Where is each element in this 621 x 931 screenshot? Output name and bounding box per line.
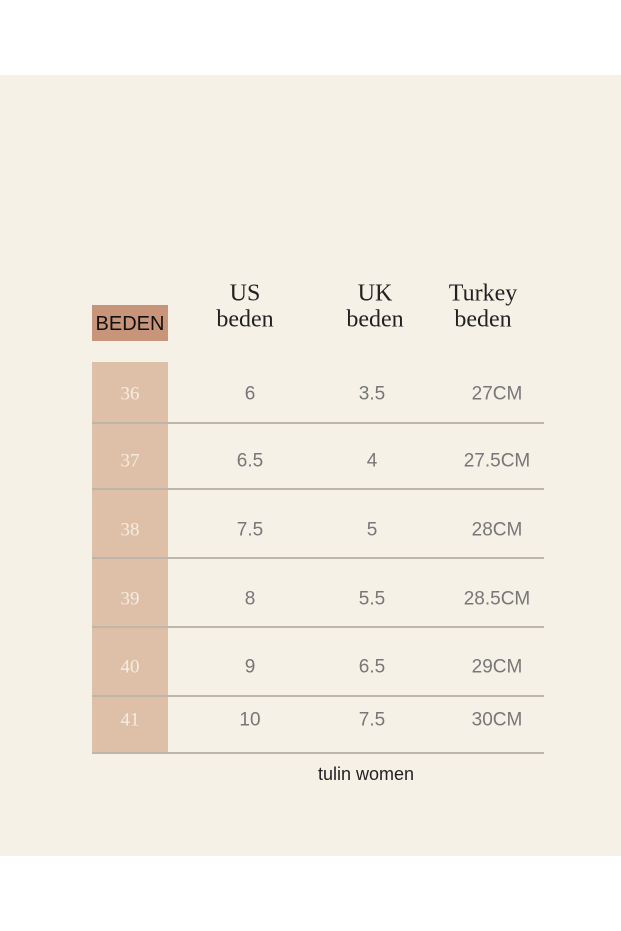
value-cell: 8	[244, 588, 256, 610]
value-cell: 5.5	[358, 588, 386, 610]
row-line	[92, 422, 544, 424]
value-cell: 28.5CM	[463, 588, 531, 610]
size-cell: 41	[120, 709, 140, 731]
value-cell: 5	[366, 519, 378, 541]
value-cell: 7.5	[358, 709, 386, 731]
value-cell: 27CM	[471, 383, 523, 405]
value-cell: 6.5	[358, 656, 386, 678]
size-cell: 38	[120, 519, 140, 541]
row-line	[92, 752, 544, 754]
column-header: UK beden	[346, 280, 404, 333]
value-cell: 10	[239, 709, 261, 731]
column-header: Turkey beden	[448, 280, 518, 333]
size-cell: 39	[120, 588, 140, 610]
row-line	[92, 557, 544, 559]
column-header: BEDEN	[95, 313, 165, 335]
header-box	[92, 305, 168, 341]
value-cell: 27.5CM	[463, 450, 531, 472]
size-cell: 36	[120, 383, 140, 405]
value-cell: 6.5	[236, 450, 264, 472]
column-header: US beden	[216, 280, 274, 333]
footer: tulin women	[317, 764, 415, 785]
size-cell: 40	[120, 656, 140, 678]
size-cell: 37	[120, 450, 140, 472]
value-cell: 7.5	[236, 519, 264, 541]
value-cell: 6	[244, 383, 256, 405]
value-cell: 28CM	[471, 519, 523, 541]
value-cell: 30CM	[471, 709, 523, 731]
value-cell: 9	[244, 656, 256, 678]
row-line	[92, 695, 544, 697]
value-cell: 29CM	[471, 656, 523, 678]
value-cell: 4	[366, 450, 378, 472]
row-line	[92, 488, 544, 490]
row-line	[92, 626, 544, 628]
value-cell: 3.5	[358, 383, 386, 405]
